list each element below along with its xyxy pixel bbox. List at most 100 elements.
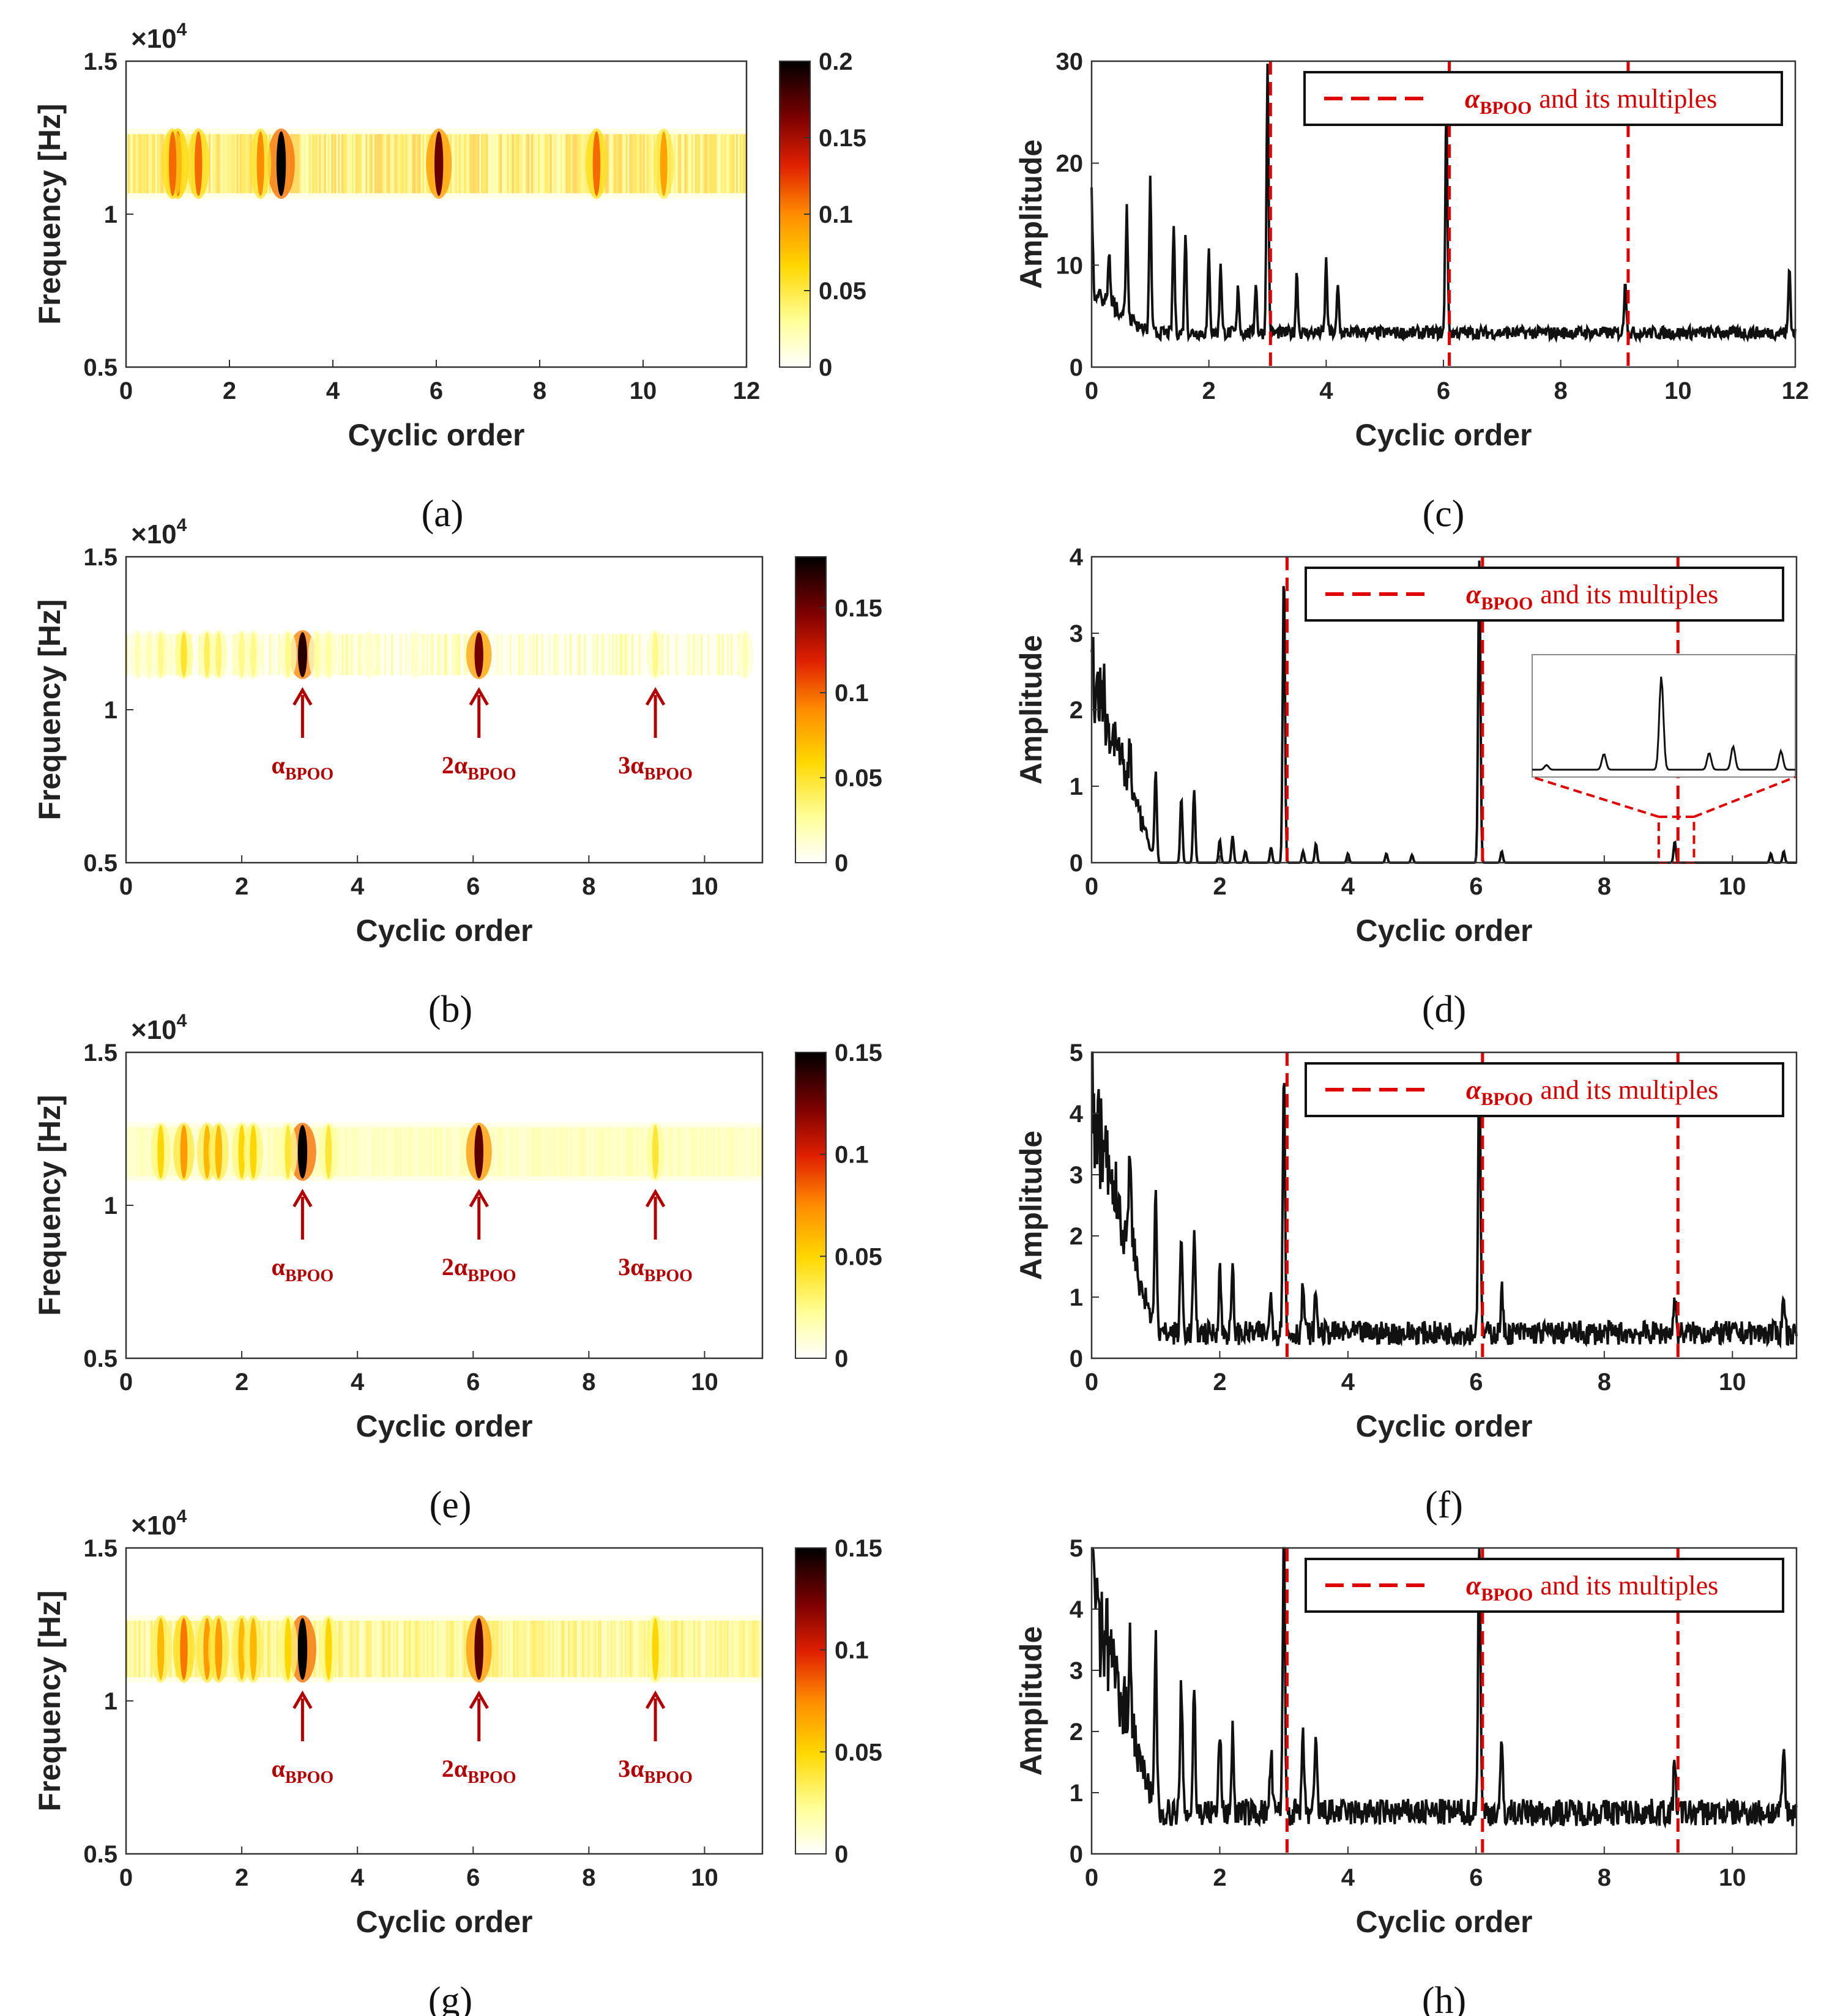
colorbar-tick-label: 0.1 xyxy=(835,680,869,707)
heatmap-cell xyxy=(711,1620,713,1678)
heatmap-cell xyxy=(633,634,636,675)
heatmap-peak xyxy=(215,632,222,677)
x-tick-label: 2 xyxy=(1213,873,1226,900)
heatmap-cell xyxy=(230,634,233,675)
annotation-arrow: 2αBPOO xyxy=(442,687,516,784)
panel-b: αBPOO 2αBPOO 3αBPOO×10400.050.10.150.511.5… xyxy=(32,515,882,1030)
heatmap-cell xyxy=(667,1620,669,1678)
heatmap-cell xyxy=(312,134,315,193)
heatmap-cell xyxy=(270,1620,274,1678)
heatmap-cell xyxy=(600,1620,602,1678)
x-tick-label: 4 xyxy=(1341,1369,1355,1396)
y-tick-label: 1 xyxy=(104,697,117,724)
heatmap-cell xyxy=(371,1127,374,1177)
heatmap-cell xyxy=(670,634,673,675)
heatmap-cell xyxy=(707,1620,710,1678)
heatmap-cell xyxy=(354,634,357,675)
heatmap-cell xyxy=(129,1620,132,1678)
heatmap-cell xyxy=(349,634,351,675)
heatmap-cell xyxy=(384,1127,387,1177)
annotation-symbol: α xyxy=(272,1253,285,1281)
heatmap-cell xyxy=(315,134,318,193)
heatmap-cell xyxy=(451,634,454,675)
heatmap-cell xyxy=(576,134,578,193)
heatmap-cell xyxy=(550,1127,553,1177)
heatmap-cell xyxy=(516,1127,519,1177)
heatmap-cell xyxy=(608,1127,611,1177)
heatmap-cell xyxy=(421,1127,423,1177)
heatmap-cell xyxy=(548,1127,551,1177)
heatmap-cell xyxy=(552,1127,554,1177)
heatmap-cell xyxy=(500,134,502,193)
heatmap-cell xyxy=(453,134,456,193)
heatmap-cell xyxy=(449,1620,452,1678)
heatmap-cell xyxy=(449,1127,452,1177)
heatmap-cell xyxy=(674,134,677,193)
heatmap-cell xyxy=(352,634,355,675)
heatmap-cell xyxy=(366,1127,369,1177)
heatmap-cell xyxy=(715,1620,717,1678)
heatmap-cell xyxy=(509,634,512,675)
heatmap-cell xyxy=(384,634,387,675)
heatmap-cell xyxy=(709,1127,712,1177)
heatmap-cell xyxy=(371,134,373,193)
heatmap-cell xyxy=(594,1127,597,1177)
heatmap-cell xyxy=(582,1620,584,1678)
heatmap-peak xyxy=(297,1125,308,1179)
heatmap-cell xyxy=(538,634,540,675)
heatmap-cell xyxy=(560,634,564,675)
heatmap-cell xyxy=(538,1127,540,1177)
heatmap-cell xyxy=(460,1620,463,1678)
heatmap-cell xyxy=(524,634,526,675)
heatmap-cell xyxy=(502,1127,505,1177)
heatmap-cell xyxy=(359,634,362,675)
heatmap-cell xyxy=(506,1127,508,1177)
heatmap-cell xyxy=(400,634,403,675)
heatmap-cell xyxy=(622,1620,625,1678)
heatmap-cell xyxy=(490,134,492,193)
heatmap-cell xyxy=(382,1127,385,1177)
heatmap-cell xyxy=(511,1127,514,1177)
heatmap-cell xyxy=(357,1127,360,1177)
annotation-label: 3αBPOO xyxy=(618,1755,693,1787)
heatmap-cell xyxy=(508,134,511,193)
heatmap-cell xyxy=(525,1620,528,1678)
heatmap-peak xyxy=(180,1125,188,1179)
panel-caption: (f) xyxy=(1425,1484,1463,1526)
heatmap-cell xyxy=(620,634,624,675)
heatmap-cell xyxy=(445,634,449,675)
heatmap-peak xyxy=(592,131,601,196)
heatmap-cell xyxy=(525,634,528,675)
heatmap-cell xyxy=(527,1127,530,1177)
heatmap-cell xyxy=(345,1127,348,1177)
heatmap-cell xyxy=(504,1620,507,1678)
heatmap-cell xyxy=(362,134,365,193)
heatmap-cell xyxy=(501,1127,503,1177)
heatmap-cell xyxy=(700,1127,703,1177)
heatmap-cell xyxy=(417,1127,420,1177)
heatmap-cell xyxy=(154,134,156,193)
heatmap-cell xyxy=(512,134,515,193)
heatmap-cell xyxy=(347,1620,349,1678)
heatmap-cell xyxy=(734,1127,737,1177)
heatmap-cell xyxy=(145,1620,148,1678)
heatmap-cell xyxy=(340,134,342,193)
heatmap-cell xyxy=(336,634,339,675)
heatmap-cell xyxy=(497,634,500,675)
annotation-arrow: αBPOO xyxy=(272,1189,333,1285)
heatmap-cell xyxy=(397,1127,399,1177)
heatmap-cell xyxy=(377,634,379,675)
heatmap-cell xyxy=(348,134,351,193)
heatmap-cell xyxy=(720,1127,723,1177)
heatmap-cell xyxy=(463,1127,466,1177)
heatmap-cell xyxy=(568,1620,570,1678)
heatmap-cell xyxy=(642,634,645,675)
heatmap-cell xyxy=(442,1127,445,1177)
heatmap-peak xyxy=(215,1125,222,1179)
heatmap-cell xyxy=(725,1127,728,1177)
heatmap-cell xyxy=(546,1620,549,1678)
heatmap-peak xyxy=(276,131,286,196)
x-tick-label: 0 xyxy=(119,1369,133,1396)
heatmap-cell xyxy=(492,634,494,675)
heatmap-cell xyxy=(146,134,149,193)
